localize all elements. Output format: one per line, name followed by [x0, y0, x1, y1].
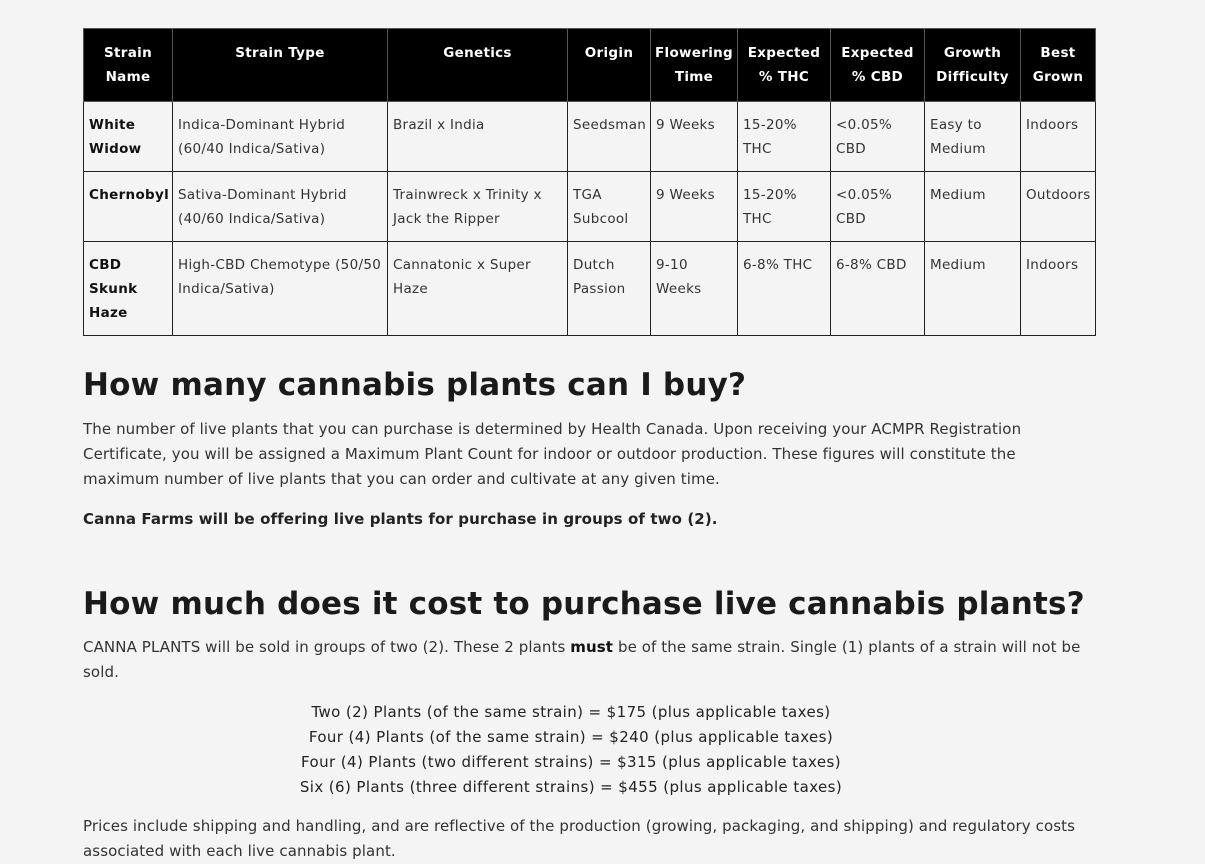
- price-line: Two (2) Plants (of the same strain) = $1…: [311, 703, 831, 721]
- price-line: Six (6) Plants (three different strains)…: [299, 778, 843, 796]
- article-content: Strain Name Strain Type Genetics Origin …: [83, 28, 1096, 864]
- cell-best-grown: Outdoors: [1020, 171, 1096, 242]
- cell-strain-name: CBD Skunk Haze: [83, 241, 173, 336]
- header-growth-difficulty: Growth Difficulty: [924, 28, 1021, 102]
- cell-expected-thc: 15-20% THC: [737, 171, 831, 242]
- cell-best-grown: Indoors: [1020, 101, 1096, 172]
- cell-origin: Seedsman: [567, 101, 651, 172]
- cell-expected-cbd: <0.05% CBD: [830, 171, 925, 242]
- header-expected-thc: Expected % THC: [737, 28, 831, 102]
- cell-origin: Dutch Passion: [567, 241, 651, 336]
- header-expected-cbd: Expected % CBD: [830, 28, 925, 102]
- cell-strain-type: High-CBD Chemotype (50/50 Indica/Sativa): [172, 241, 388, 336]
- cell-strain-type: Indica-Dominant Hybrid (60/40 Indica/Sat…: [172, 101, 388, 172]
- cell-growth-difficulty: Easy to Medium: [924, 101, 1021, 172]
- header-strain-type: Strain Type: [172, 28, 388, 102]
- cost-intro-bold: must: [570, 638, 614, 656]
- cell-best-grown: Indoors: [1020, 241, 1096, 336]
- cell-flowering-time: 9 Weeks: [650, 171, 738, 242]
- header-strain-name: Strain Name: [83, 28, 173, 102]
- cell-origin: TGA Subcool: [567, 171, 651, 242]
- price-list: Two (2) Plants (of the same strain) = $1…: [83, 700, 1095, 800]
- table-row: White Widow Indica-Dominant Hybrid (60/4…: [83, 101, 1096, 172]
- cell-expected-thc: 6-8% THC: [737, 241, 831, 336]
- heading-plant-count: How many cannabis plants can I buy?: [83, 367, 747, 403]
- cell-growth-difficulty: Medium: [924, 241, 1021, 336]
- price-line: Four (4) Plants (two different strains) …: [301, 753, 841, 771]
- plant-count-paragraph: The number of live plants that you can p…: [83, 420, 1022, 488]
- price-line: Four (4) Plants (of the same strain) = $…: [308, 728, 834, 746]
- cell-genetics: Trainwreck x Trinity x Jack the Ripper: [387, 171, 568, 242]
- cell-expected-cbd: 6-8% CBD: [830, 241, 925, 336]
- cell-genetics: Cannatonic x Super Haze: [387, 241, 568, 336]
- cell-strain-type: Sativa-Dominant Hybrid (40/60 Indica/Sat…: [172, 171, 388, 242]
- strain-table: Strain Name Strain Type Genetics Origin …: [83, 28, 1096, 336]
- table-row: CBD Skunk Haze High-CBD Chemotype (50/50…: [83, 241, 1096, 336]
- cell-flowering-time: 9 Weeks: [650, 101, 738, 172]
- table-header-row: Strain Name Strain Type Genetics Origin …: [83, 28, 1096, 102]
- heading-plant-cost: How much does it cost to purchase live c…: [83, 586, 1085, 622]
- cell-flowering-time: 9-10 Weeks: [650, 241, 738, 336]
- header-origin: Origin: [567, 28, 651, 102]
- cell-expected-thc: 15-20% THC: [737, 101, 831, 172]
- price-footer-paragraph: Prices include shipping and handling, an…: [83, 817, 1076, 860]
- header-flowering-time: Flowering Time: [650, 28, 738, 102]
- cell-strain-name: Chernobyl: [83, 171, 173, 242]
- cell-strain-name: White Widow: [83, 101, 173, 172]
- header-best-grown: Best Grown: [1020, 28, 1096, 102]
- cost-intro-after: be of the same strain. Single (1) plants…: [83, 638, 1081, 681]
- cost-intro-before: CANNA PLANTS will be sold in groups of t…: [83, 638, 571, 656]
- cost-intro-paragraph: CANNA PLANTS will be sold in groups of t…: [83, 635, 1095, 685]
- cell-expected-cbd: <0.05% CBD: [830, 101, 925, 172]
- cell-growth-difficulty: Medium: [924, 171, 1021, 242]
- table-row: Chernobyl Sativa-Dominant Hybrid (40/60 …: [83, 171, 1096, 242]
- cell-genetics: Brazil x India: [387, 101, 568, 172]
- header-genetics: Genetics: [387, 28, 568, 102]
- plant-groups-note: Canna Farms will be offering live plants…: [83, 510, 718, 528]
